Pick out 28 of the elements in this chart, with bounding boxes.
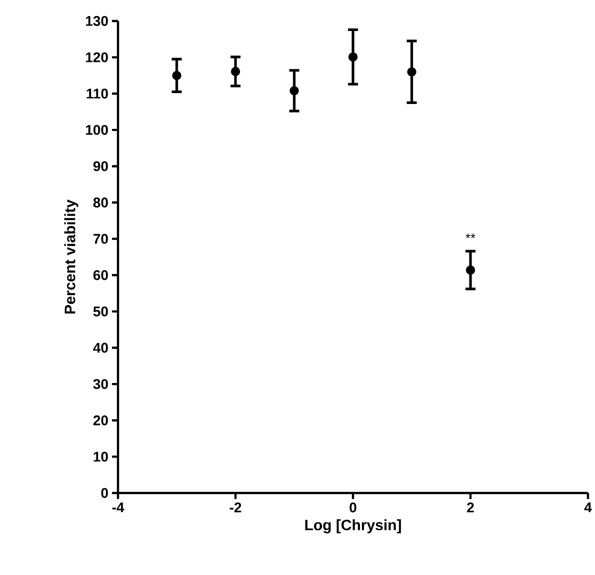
y-tick-label: 90	[93, 161, 108, 172]
y-tick-label: 120	[86, 52, 108, 62]
point	[230, 66, 240, 76]
y-tick-label: 10	[94, 452, 108, 462]
point	[172, 70, 182, 80]
y-tick-label: 20	[93, 415, 108, 426]
y-tick-label: 0	[101, 488, 108, 498]
y-axis-title: Percent viability	[64, 200, 78, 314]
x-tick-label: 4	[584, 502, 592, 512]
point	[348, 52, 358, 62]
y-tick-label: 110	[86, 88, 108, 99]
point	[466, 265, 476, 275]
y-tick-label: 100	[86, 124, 108, 135]
y-tick-label: 130	[86, 16, 108, 26]
x-tick-label: -2	[230, 502, 242, 512]
y-tick-label: 80	[93, 198, 108, 208]
x-axis-title: Log [Chrysin]	[305, 519, 401, 534]
x-tick-label: -4	[112, 502, 124, 512]
y-tick-label: 40	[93, 342, 108, 353]
point	[290, 86, 299, 96]
x-tick-label: 2	[467, 502, 474, 512]
y-tick-label: 30	[93, 379, 108, 390]
point	[407, 67, 416, 76]
y-tick-label: 70	[93, 234, 108, 244]
y-tick-label: 60	[93, 270, 108, 280]
annotation: **	[466, 234, 476, 238]
y-tick-label: 50	[93, 306, 108, 316]
x-tick-label: 0	[350, 502, 356, 512]
